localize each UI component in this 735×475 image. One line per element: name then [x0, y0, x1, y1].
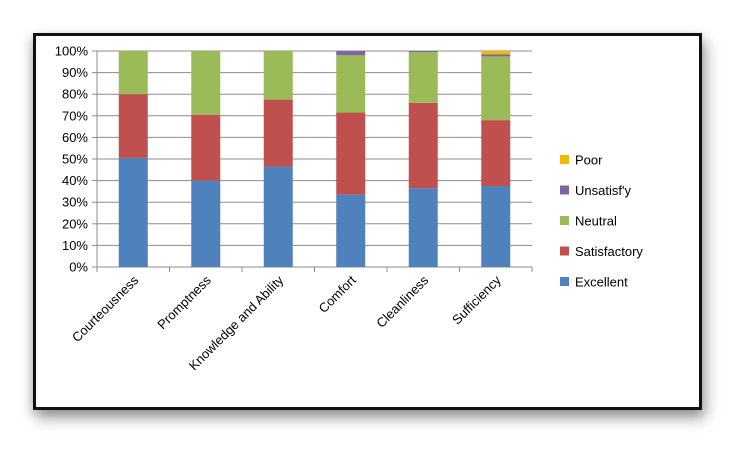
- bar-segment: [118, 157, 148, 267]
- legend-swatch: [560, 216, 569, 225]
- y-tick-label: 10%: [62, 238, 88, 253]
- axes: [92, 50, 533, 272]
- bar-segment: [263, 166, 293, 267]
- legend-label: Poor: [575, 153, 603, 168]
- bar-segment: [263, 51, 293, 100]
- bar-segment: [481, 186, 511, 267]
- bar-segment: [336, 194, 366, 267]
- legend-swatch: [560, 246, 569, 256]
- x-category-label: Comfort: [316, 272, 360, 316]
- legend: Poor Unsatisf'y Neutral Satisfactory Excelle…: [560, 153, 643, 290]
- bar-segment: [408, 51, 438, 53]
- bars: [118, 51, 511, 267]
- bar-segment: [481, 51, 511, 55]
- chart-frame: 0% 10% 20% 30% 40% 50% 60% 70% 80% 90% 100% Courte…: [33, 33, 702, 410]
- x-category-label: Courteousness: [69, 272, 142, 345]
- legend-swatch: [560, 185, 569, 195]
- legend-label: Unsatisf'y: [575, 183, 631, 198]
- y-tick-label: 60%: [62, 130, 88, 145]
- y-tick-label: 70%: [62, 108, 88, 123]
- y-tick-label: 30%: [62, 195, 88, 210]
- y-tick-label: 0%: [69, 260, 88, 275]
- y-tick-label: 80%: [62, 87, 88, 102]
- legend-label: Neutral: [575, 214, 617, 229]
- bar-segment: [263, 99, 293, 167]
- stacked-bar-chart: 0% 10% 20% 30% 40% 50% 60% 70% 80% 90% 100% Courte…: [55, 44, 644, 374]
- bar-segment: [481, 56, 511, 121]
- bar-segment: [118, 51, 148, 95]
- bar-segment: [336, 55, 366, 113]
- bar-segment: [191, 114, 221, 181]
- bar-segment: [408, 102, 438, 189]
- y-tick-label: 20%: [62, 216, 88, 231]
- bar-segment: [408, 188, 438, 267]
- y-tick-label: 100%: [55, 44, 89, 59]
- x-category-label: Promptness: [154, 272, 214, 332]
- legend-swatch: [560, 155, 569, 164]
- bar-segment: [336, 112, 366, 195]
- y-tick-label: 90%: [62, 65, 88, 80]
- bar-segment: [481, 120, 511, 186]
- bar-segment: [408, 52, 438, 103]
- y-tick-labels: 0% 10% 20% 30% 40% 50% 60% 70% 80% 90% 100%: [55, 44, 89, 275]
- x-category-label: Cleanliness: [373, 272, 431, 330]
- y-tick-label: 50%: [62, 152, 88, 167]
- bar-segment: [481, 54, 511, 57]
- bar-segment: [118, 94, 148, 158]
- bar-segment: [191, 51, 221, 115]
- y-tick-label: 40%: [62, 173, 88, 188]
- bar-segment: [191, 180, 221, 267]
- gridlines: [97, 50, 532, 246]
- legend-label: Satisfactory: [575, 244, 643, 259]
- bar-segment: [336, 51, 366, 56]
- legend-label: Excellent: [575, 275, 628, 290]
- x-category-label: Sufficiency: [449, 272, 504, 327]
- legend-swatch: [560, 277, 569, 286]
